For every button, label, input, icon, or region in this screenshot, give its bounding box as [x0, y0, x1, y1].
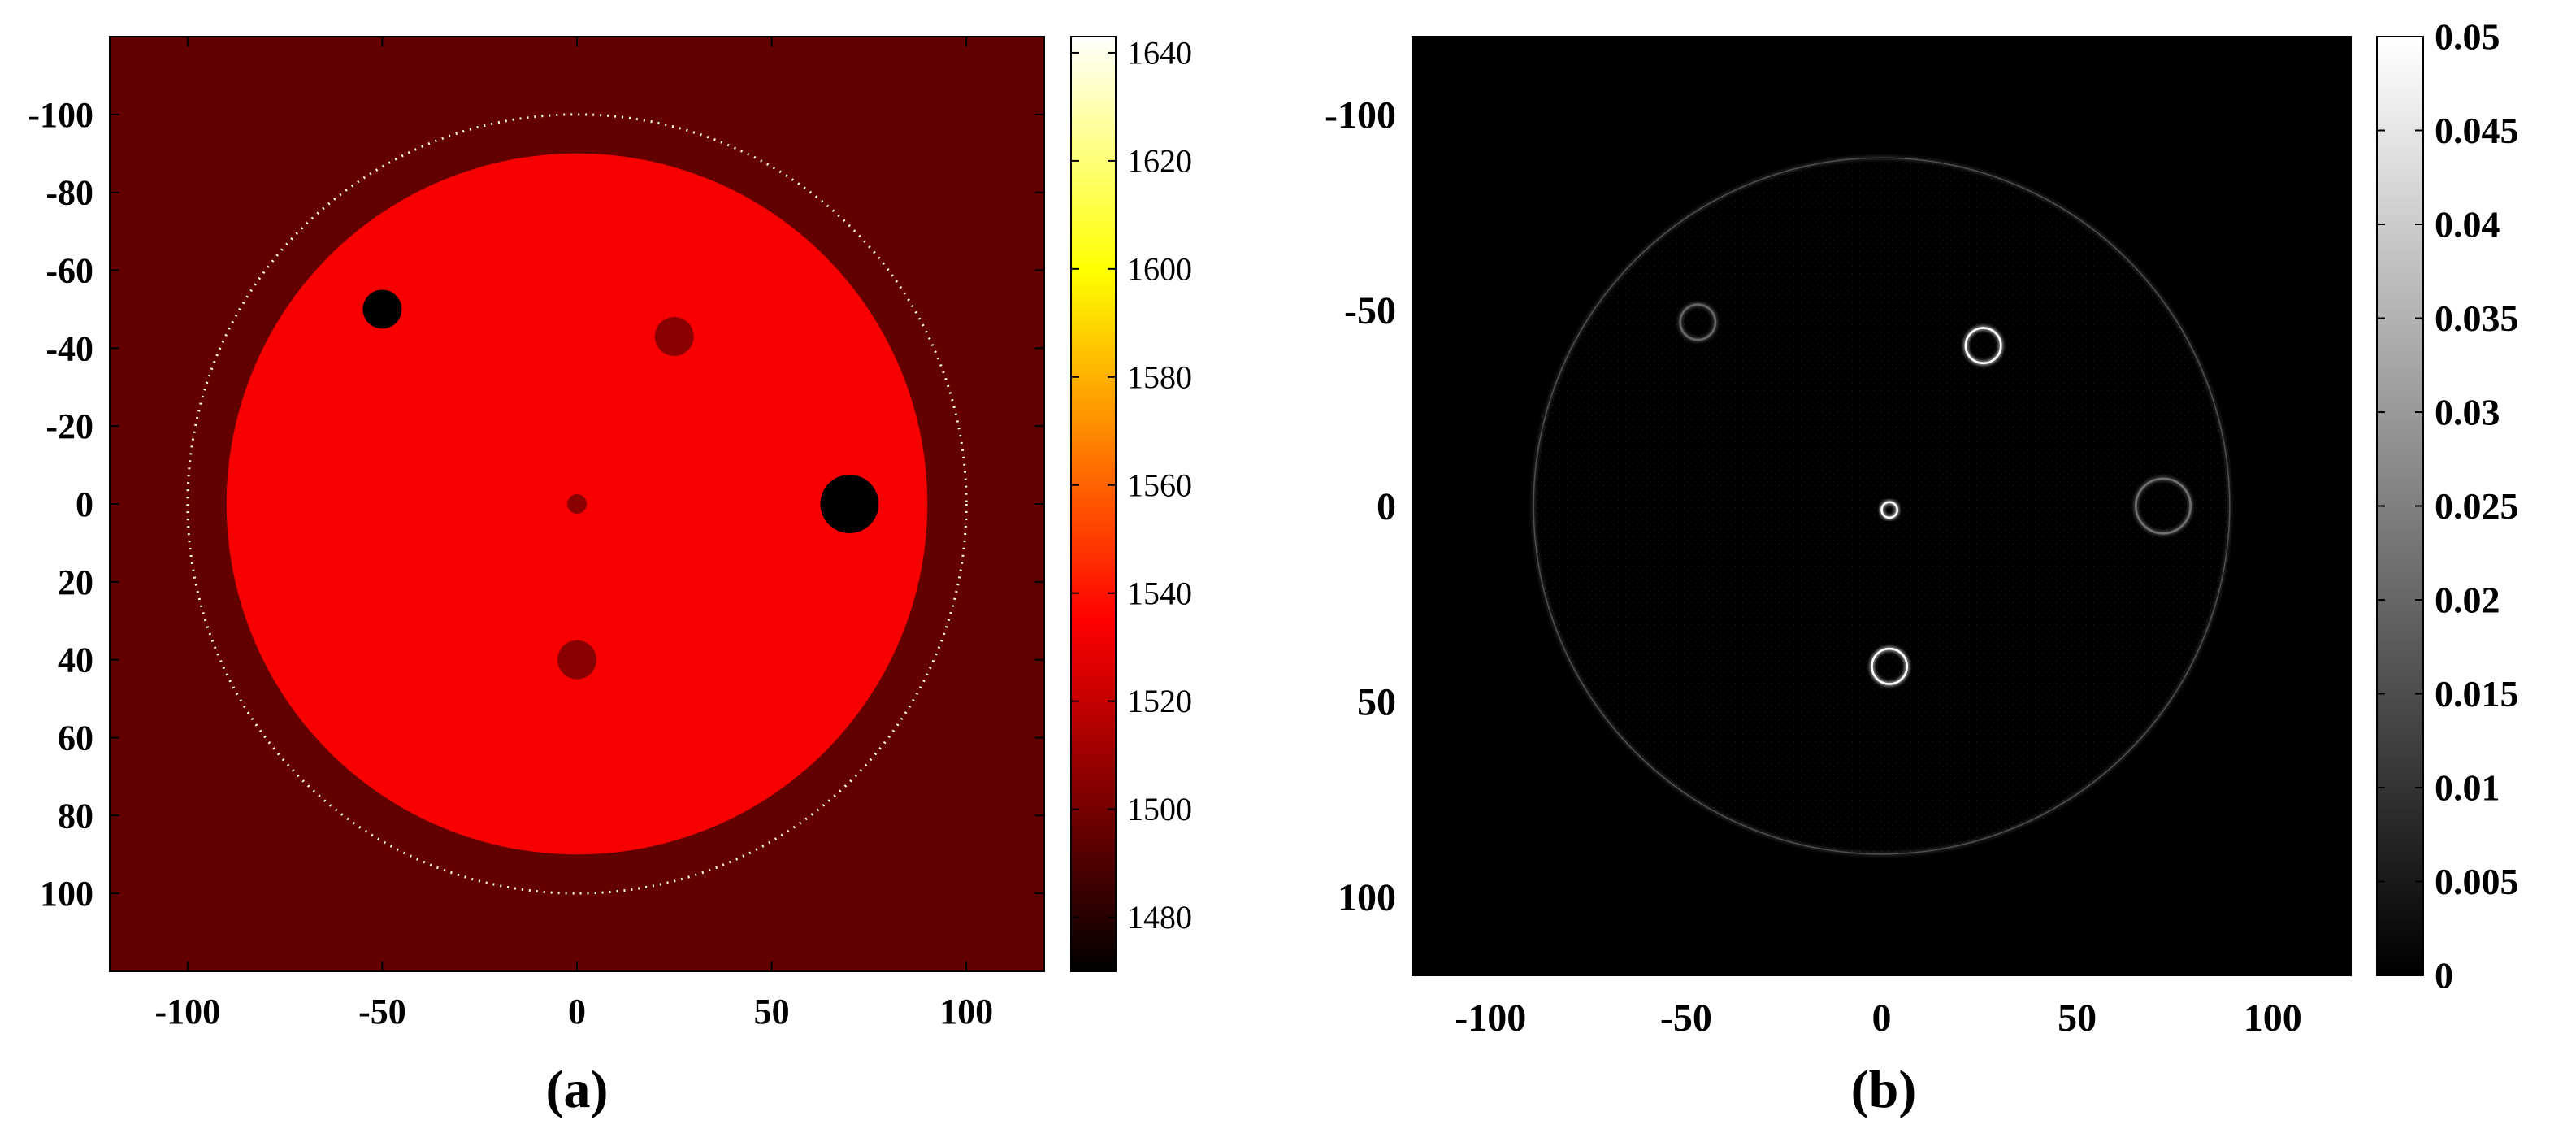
panel-b-x-axis: -100 -50 0 50 100 [1455, 37, 2302, 1040]
y-tick-label: -100 [28, 95, 93, 135]
panel-b-error-map: -100 -50 0 50 100 -100 -50 0 50 100 0 0.005 0.01 0.… [1325, 16, 2518, 1119]
y-tick-label: 40 [58, 640, 93, 680]
x-tick-label: 100 [2244, 997, 2302, 1040]
y-tick-label: -40 [46, 328, 93, 368]
panel-b-inclusion-edge-line [1871, 647, 1909, 685]
colorbar-tick-label: 0.01 [2435, 767, 2500, 809]
x-tick-label: -100 [155, 992, 221, 1031]
colorbar-tick-label: 0.045 [2435, 110, 2519, 151]
panel-b-inclusion-edge-line [1679, 303, 1717, 341]
colorbar-tick-label: 1540 [1127, 575, 1192, 611]
y-tick-label: 0 [76, 484, 93, 524]
panel-a-inclusion [654, 317, 694, 356]
y-tick-label: 50 [1357, 680, 1396, 723]
panel-b-outer-edge-line [1533, 157, 2231, 855]
panel-a-x-axis: -100 -50 0 50 100 [155, 37, 993, 1031]
x-tick-label: 0 [568, 992, 586, 1031]
y-tick-label: 20 [58, 562, 93, 602]
colorbar-tick-label: 1640 [1127, 35, 1192, 72]
panel-a-plot-area [110, 37, 1044, 971]
y-tick-label: -80 [46, 173, 93, 213]
panel-b-colorbar-ticks: 0 0.005 0.01 0.015 0.02 0.025 0.03 0.035 0.04 0.0… [2377, 16, 2519, 997]
x-tick-label: -100 [1455, 997, 1526, 1040]
x-tick-label: -50 [358, 992, 406, 1031]
y-tick-label: -20 [46, 406, 93, 446]
colorbar-tick-label: 1620 [1127, 142, 1192, 179]
colorbar-tick-label: 0.025 [2435, 485, 2519, 527]
colorbar-tick-label: 0.015 [2435, 673, 2519, 714]
panel-b-inclusion-edge-line [2135, 477, 2192, 535]
panel-a-inclusion [567, 494, 587, 514]
colorbar-tick-label: 1560 [1127, 467, 1192, 503]
x-tick-label: 100 [939, 992, 993, 1031]
panel-a-colorbar-ticks: 1480 1500 1520 1540 1560 1580 1600 1620 1640 [1071, 35, 1192, 936]
x-tick-label: 0 [1872, 997, 1892, 1040]
colorbar-tick-label: 0.035 [2435, 297, 2519, 339]
y-tick-label: 100 [40, 874, 93, 914]
colorbar-tick-label: 0.02 [2435, 580, 2500, 621]
panel-a-inclusion [820, 475, 879, 533]
colorbar-tick-label: 1500 [1127, 791, 1192, 827]
x-tick-label: 50 [754, 992, 790, 1031]
colorbar-tick-label: 1600 [1127, 250, 1192, 287]
colorbar-tick-label: 0.005 [2435, 861, 2519, 902]
colorbar-tick-label: 1520 [1127, 683, 1192, 719]
panel-a-y-axis: -100 -80 -60 -40 -20 0 20 40 60 80 100 [28, 95, 1044, 914]
colorbar-tick-label: 0.03 [2435, 392, 2500, 433]
panel-a-colorbar [1070, 36, 1117, 972]
panel-a-phantom-map: -100 -80 -60 -40 -20 0 20 40 60 80 100 -100 -50 0 50 1… [28, 35, 1192, 1119]
y-tick-label: -100 [1325, 94, 1396, 137]
x-tick-label: 50 [2058, 997, 2097, 1040]
y-tick-label: 80 [58, 796, 93, 836]
colorbar-tick-label: 0 [2435, 955, 2453, 997]
x-tick-label: -50 [1660, 997, 1712, 1040]
colorbar-tick-label: 0.04 [2435, 204, 2500, 245]
panel-a-label: (a) [546, 1060, 609, 1119]
panel-b-label: (b) [1851, 1060, 1917, 1119]
colorbar-tick-label: 1480 [1127, 899, 1192, 936]
colorbar-tick-label: 1580 [1127, 358, 1192, 395]
panel-b-plot-area [1412, 37, 2351, 975]
y-tick-label: 60 [58, 718, 93, 758]
y-tick-label: -50 [1344, 289, 1396, 332]
panel-a-inclusion [557, 640, 596, 680]
y-tick-label: 100 [1338, 876, 1396, 919]
panel-a-transducer-ring [186, 113, 968, 895]
colorbar-tick-label: 0.05 [2435, 16, 2500, 58]
panel-b-y-axis: -100 -50 0 50 100 [1325, 94, 2351, 919]
panel-a-inclusion [362, 289, 402, 329]
panel-b-inclusion-edge-line [1880, 501, 1898, 519]
y-tick-label: 0 [1377, 485, 1396, 528]
y-tick-label: -60 [46, 250, 93, 290]
panel-b-inclusion-edge-line [1964, 327, 2002, 365]
